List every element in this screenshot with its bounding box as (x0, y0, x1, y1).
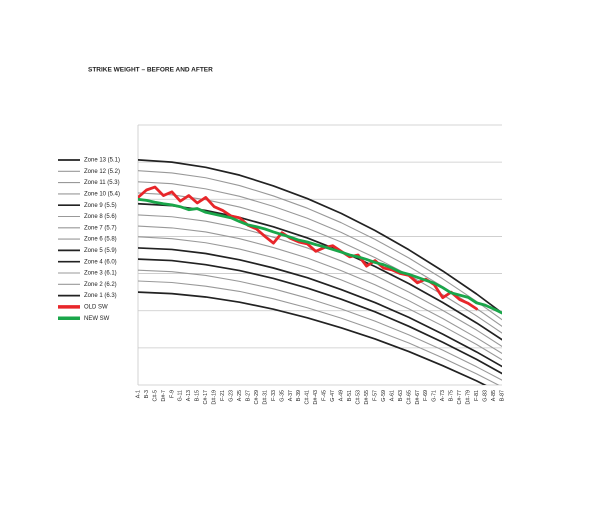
x-tick-label: A-1 (135, 390, 141, 398)
x-tick-label: B-15 (195, 390, 201, 401)
legend-label: OLD SW (84, 304, 108, 310)
x-tick-label: F-21 (220, 390, 226, 401)
chart-title: STRIKE WEIGHT – BEFORE AND AFTER (88, 67, 213, 74)
legend-label: Zone 2 (6.2) (84, 282, 117, 288)
x-tick-label: A-73 (440, 390, 446, 401)
x-axis: A-1 B-3 C#-5 D#-7 F-9 G-11 A-13 B-15 C#-17 D#-19 F… (135, 390, 505, 404)
series-line (138, 269, 502, 381)
x-tick-label: B-63 (398, 390, 404, 401)
series-line (138, 225, 502, 354)
series-line (138, 236, 502, 361)
x-tick-label: C#-65 (406, 390, 412, 404)
x-tick-label: D#-7 (161, 390, 167, 402)
x-tick-label: C#-29 (254, 390, 260, 404)
x-tick-label: D#-43 (313, 390, 319, 404)
series-line (138, 185, 478, 311)
x-tick-label: F-81 (474, 390, 480, 401)
x-tick-label: C#-41 (305, 390, 311, 404)
x-tick-label: B-27 (245, 390, 251, 401)
x-tick-label: C#-77 (457, 390, 463, 404)
legend-label: Zone 11 (5.3) (84, 180, 120, 186)
x-tick-label: C#-5 (152, 390, 158, 402)
legend-label: Zone 6 (5.8) (84, 237, 117, 243)
legend-label: Zone 9 (5.5) (84, 203, 117, 209)
series-line (138, 247, 502, 368)
series-line (138, 170, 502, 321)
x-tick-label: G-71 (432, 390, 438, 402)
x-tick-label: B-51 (347, 390, 353, 401)
x-tick-label: G-35 (279, 390, 285, 402)
x-tick-label: F-9 (169, 390, 175, 398)
x-tick-label: A-85 (491, 390, 497, 401)
x-tick-label: F-33 (271, 390, 277, 401)
x-tick-label: D#-79 (466, 390, 472, 404)
x-tick-label: G-47 (330, 390, 336, 402)
series-line (138, 291, 487, 385)
plot-lines (138, 159, 502, 385)
x-tick-label: G-23 (229, 390, 235, 402)
legend-label: Zone 13 (5.1) (84, 158, 120, 164)
x-tick-label: C#-17 (203, 390, 209, 404)
legend-label: Zone 8 (5.6) (84, 214, 117, 220)
x-tick-label: B-3 (144, 390, 150, 398)
series-line (138, 197, 502, 315)
legend-label: Zone 10 (5.4) (84, 191, 120, 197)
series-line (138, 280, 500, 385)
grid (137, 124, 502, 386)
x-tick-label: A-25 (237, 390, 243, 401)
series-line (138, 258, 502, 375)
x-tick-label: F-69 (423, 390, 429, 401)
series-line (138, 159, 502, 314)
legend: Zone 13 (5.1) Zone 12 (5.2) Zone 11 (5.3) Z… (58, 158, 120, 322)
legend-label: Zone 3 (6.1) (84, 271, 117, 277)
x-tick-label: B-75 (449, 390, 455, 401)
series-line (138, 192, 502, 334)
x-tick-label: D#-19 (212, 390, 218, 404)
x-tick-label: C#-53 (355, 390, 361, 404)
x-tick-label: G-59 (381, 390, 387, 402)
x-tick-label: B-39 (296, 390, 302, 401)
x-tick-label: F-45 (322, 390, 328, 401)
x-tick-label: D#-55 (364, 390, 370, 404)
x-tick-label: D#-31 (262, 390, 268, 404)
x-tick-label: D#-67 (415, 390, 421, 404)
legend-label: Zone 1 (6.3) (84, 293, 117, 299)
x-tick-label: F-57 (372, 390, 378, 401)
series-line (138, 214, 502, 347)
x-tick-label: G-11 (178, 390, 184, 401)
x-tick-label: A-49 (339, 390, 345, 401)
legend-label: Zone 7 (5.7) (84, 225, 117, 231)
x-tick-label: A-13 (186, 390, 192, 401)
x-tick-label: G-83 (482, 390, 488, 402)
legend-label: Zone 5 (5.9) (84, 248, 117, 254)
legend-label: Zone 12 (5.2) (84, 169, 120, 175)
x-tick-label: B-87 (499, 390, 505, 401)
legend-label: Zone 4 (6.0) (84, 259, 117, 265)
x-tick-label: A-61 (389, 390, 395, 401)
legend-label: NEW SW (84, 316, 110, 322)
x-tick-label: A-37 (288, 390, 294, 401)
